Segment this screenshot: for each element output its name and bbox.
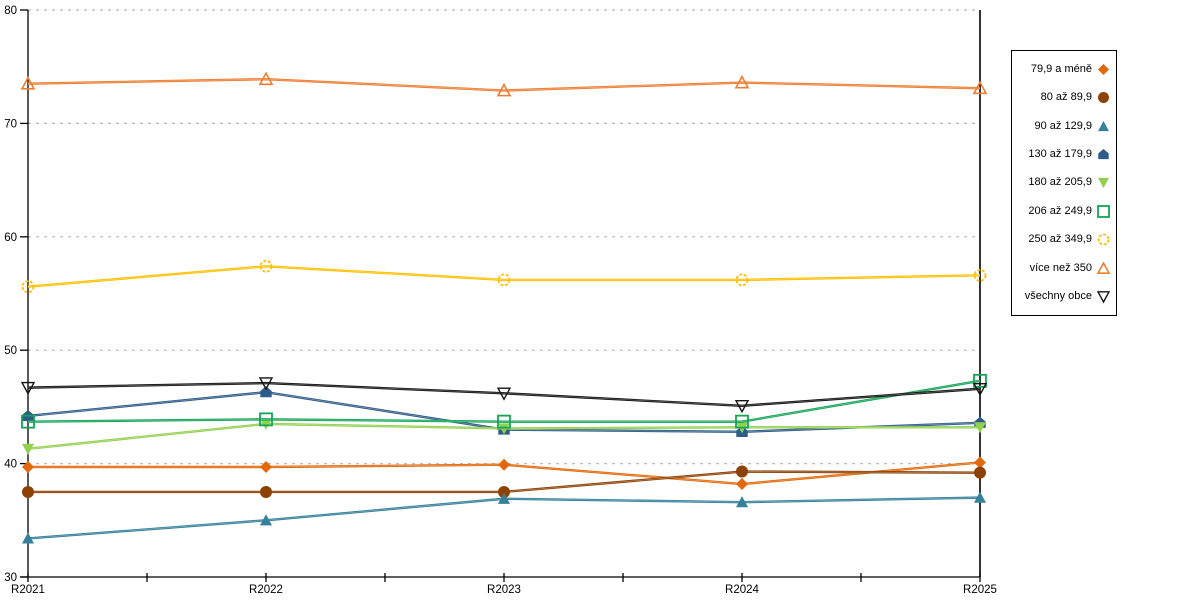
series-marker-circle-open-icon bbox=[973, 268, 987, 282]
y-tick-label: 30 bbox=[4, 572, 17, 584]
x-tick-label: R2021 bbox=[11, 584, 45, 596]
legend-marker-icon bbox=[1098, 120, 1109, 131]
y-tick-label: 40 bbox=[4, 459, 17, 471]
legend-marker-icon bbox=[1097, 205, 1110, 218]
series-marker-circle-open-icon bbox=[259, 259, 273, 273]
series-marker-triangle-up-open-icon bbox=[496, 82, 512, 97]
series-marker-triangle-down-filled-icon bbox=[974, 422, 986, 434]
legend-marker-icon bbox=[1098, 92, 1109, 104]
legend-label: 130 až 179,9 bbox=[1028, 148, 1092, 161]
y-tick-label: 60 bbox=[4, 232, 17, 244]
legend-item: 180 až 205,9 bbox=[1014, 175, 1111, 190]
series-marker-triangle-up-open-icon bbox=[20, 76, 36, 90]
series-marker-pentagon-filled-icon bbox=[1098, 149, 1109, 160]
series-marker-square-open-icon bbox=[21, 414, 35, 429]
series-marker-square-open-icon bbox=[1097, 205, 1110, 218]
series-marker-triangle-up-filled-icon bbox=[974, 491, 986, 503]
series-marker-triangle-up-filled-icon bbox=[260, 514, 272, 526]
legend-label: 250 až 349,9 bbox=[1028, 233, 1092, 246]
series-marker-circle-open-icon bbox=[735, 273, 749, 287]
legend-marker-icon bbox=[1098, 178, 1109, 189]
series-marker-triangle-down-filled-icon bbox=[260, 418, 272, 430]
series-marker-diamond-filled-icon bbox=[260, 461, 272, 474]
series-marker-triangle-down-filled-icon bbox=[22, 443, 34, 455]
legend-marker-icon bbox=[1098, 63, 1109, 75]
legend-item: 206 až 249,9 bbox=[1014, 204, 1111, 219]
y-tick-label: 80 bbox=[4, 5, 17, 17]
series-marker-triangle-down-open-icon bbox=[258, 377, 274, 391]
legend-item: více než 350 bbox=[1014, 261, 1111, 276]
series-marker-square-open-icon bbox=[259, 412, 273, 427]
legend-label: 80 až 89,9 bbox=[1040, 91, 1092, 104]
series-line bbox=[27, 379, 981, 423]
y-tick-label: 50 bbox=[4, 345, 17, 357]
legend-label: všechny obce bbox=[1024, 290, 1092, 303]
series-line bbox=[27, 77, 981, 92]
legend-item: 90 až 129,9 bbox=[1014, 119, 1111, 134]
legend-label: více než 350 bbox=[1029, 261, 1092, 274]
series-marker-triangle-up-filled-icon bbox=[736, 496, 748, 508]
series-marker-triangle-up-open-icon bbox=[972, 80, 988, 95]
series-line-highlight bbox=[27, 382, 981, 407]
legend-item: 130 až 179,9 bbox=[1014, 147, 1111, 162]
series-marker-pentagon-filled-icon bbox=[260, 386, 272, 398]
legend-marker-icon bbox=[1096, 261, 1111, 274]
series-marker-triangle-up-filled-icon bbox=[1098, 120, 1109, 131]
legend-item: 250 až 349,9 bbox=[1014, 232, 1111, 247]
series-line-highlight bbox=[27, 78, 981, 91]
series-marker-circle-filled-icon bbox=[974, 466, 986, 479]
series-marker-triangle-up-open-icon bbox=[258, 71, 274, 86]
series-marker-circle-open-icon bbox=[1097, 233, 1110, 246]
series-line-highlight bbox=[27, 265, 981, 288]
series-marker-square-open-icon bbox=[973, 373, 987, 388]
legend-item: 79,9 a méně bbox=[1014, 62, 1111, 77]
legend-marker-icon bbox=[1098, 149, 1109, 160]
series-line bbox=[27, 265, 981, 288]
series-marker-triangle-down-filled-icon bbox=[1098, 178, 1109, 189]
series-marker-square-open-icon bbox=[497, 414, 511, 429]
series-marker-circle-filled-icon bbox=[498, 485, 510, 498]
series-marker-triangle-down-open-icon bbox=[1096, 291, 1111, 304]
series-marker-circle-open-icon bbox=[21, 280, 35, 294]
series-marker-triangle-up-open-icon bbox=[734, 74, 750, 89]
series-marker-triangle-down-open-icon bbox=[734, 399, 750, 414]
x-tick-label: R2025 bbox=[963, 584, 997, 596]
series-marker-triangle-down-open-icon bbox=[972, 382, 988, 397]
legend-marker-icon bbox=[1097, 233, 1110, 246]
legend-item: 80 až 89,9 bbox=[1014, 90, 1111, 105]
series-marker-circle-filled-icon bbox=[1098, 92, 1109, 104]
series-marker-triangle-up-open-icon bbox=[1096, 261, 1111, 274]
legend-marker-icon bbox=[1096, 291, 1111, 304]
series-marker-square-open-icon bbox=[735, 414, 749, 429]
legend-label: 90 až 129,9 bbox=[1034, 119, 1093, 132]
y-tick-label: 70 bbox=[4, 118, 17, 130]
series-line bbox=[27, 381, 981, 407]
series-marker-triangle-up-filled-icon bbox=[498, 492, 510, 504]
series-marker-circle-filled-icon bbox=[736, 465, 748, 478]
series-marker-diamond-filled-icon bbox=[498, 458, 510, 471]
x-tick-label: R2022 bbox=[249, 584, 283, 596]
series-marker-circle-filled-icon bbox=[22, 485, 34, 498]
series-marker-triangle-down-open-icon bbox=[496, 387, 512, 401]
series-marker-triangle-down-filled-icon bbox=[498, 423, 510, 435]
series-marker-circle-open-icon bbox=[497, 273, 511, 287]
x-tick-label: R2023 bbox=[487, 584, 521, 596]
series-marker-triangle-down-open-icon bbox=[20, 381, 36, 396]
series-line-highlight bbox=[27, 380, 981, 422]
series-marker-diamond-filled-icon bbox=[974, 456, 986, 469]
series-marker-diamond-filled-icon bbox=[1098, 63, 1109, 75]
legend-item: všechny obce bbox=[1014, 289, 1111, 304]
legend-label: 206 až 249,9 bbox=[1028, 204, 1092, 217]
legend-label: 180 až 205,9 bbox=[1028, 176, 1092, 189]
series-marker-diamond-filled-icon bbox=[22, 461, 34, 474]
series-marker-diamond-filled-icon bbox=[736, 478, 748, 491]
series-marker-triangle-up-filled-icon bbox=[22, 532, 34, 544]
legend-label: 79,9 a méně bbox=[1030, 62, 1092, 75]
x-tick-label: R2024 bbox=[725, 584, 759, 596]
series-marker-circle-filled-icon bbox=[260, 485, 272, 498]
legend: 79,9 a méně 80 až 89,9 90 až 129,9 130 až 1… bbox=[1011, 50, 1117, 316]
